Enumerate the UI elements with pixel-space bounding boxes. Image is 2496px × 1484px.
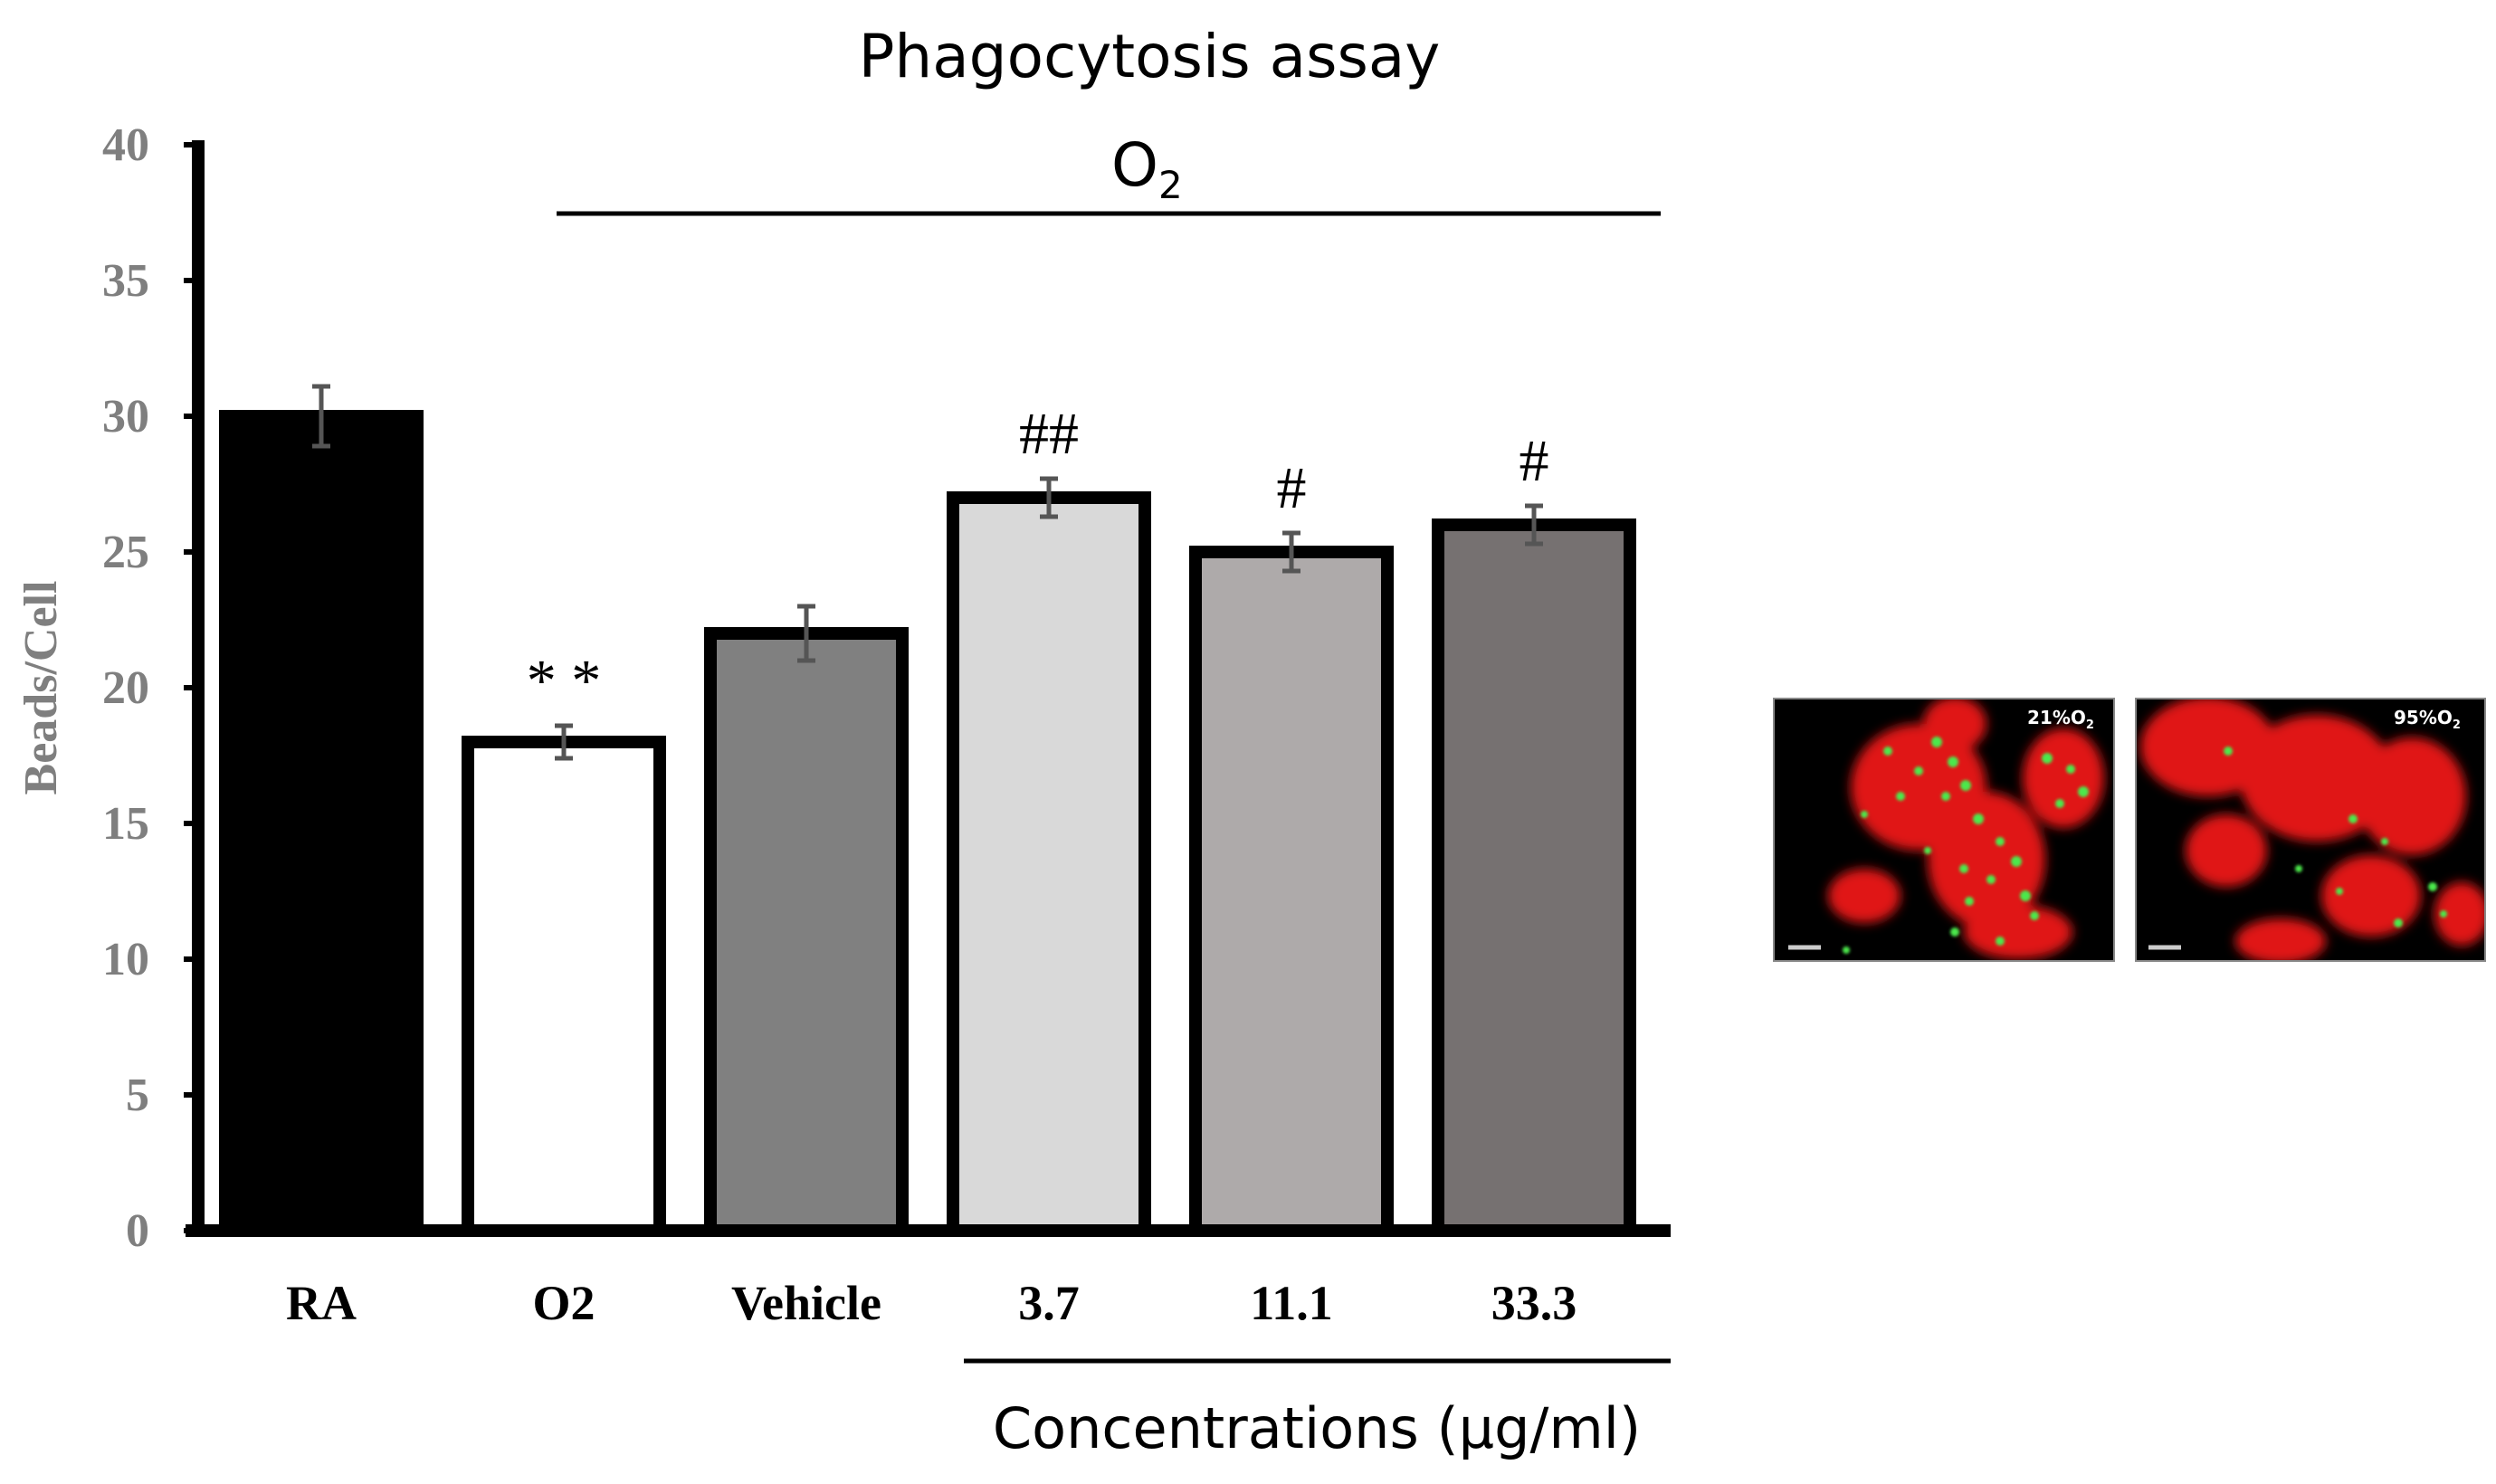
significance-marker: ## (1019, 401, 1079, 467)
bars: * *### # (219, 384, 1636, 1237)
y-tick-label: 10 (102, 934, 149, 985)
error-bar (797, 604, 815, 663)
error-bar (1282, 530, 1300, 574)
x-tick-label: 33.3 (1491, 1276, 1577, 1330)
x-tick-label: O2 (532, 1276, 595, 1330)
y-tick-label: 25 (102, 527, 149, 578)
error-bar (312, 384, 330, 449)
significance-marker: # (1520, 428, 1549, 494)
significance-marker: * * (527, 648, 602, 714)
bar-vehicle (704, 627, 909, 1237)
x-tick-label: Vehicle (731, 1276, 881, 1330)
micrograph-1-label: 21%O2 (2027, 707, 2094, 732)
y-tick-label: 5 (126, 1070, 149, 1121)
bar-3-7 (947, 491, 1151, 1237)
y-tick-label: 40 (102, 119, 149, 171)
error-bar (1525, 503, 1543, 547)
y-tick-label: 35 (102, 255, 149, 307)
x-axis-tick-labels: RA O2 Vehicle 3.7 11.1 33.3 (286, 1276, 1577, 1330)
significance-marker: # (1277, 455, 1307, 521)
error-bar (1040, 476, 1058, 519)
micrograph-21-percent-o2: 21%O2 (1773, 698, 2115, 962)
micrograph-2-label: 95%O2 (2394, 707, 2461, 732)
bar-11-1 (1189, 546, 1394, 1237)
micrograph-95-percent-o2: 95%O2 (2135, 698, 2486, 962)
x-tick-label: RA (286, 1276, 357, 1330)
y-axis-ticks: 0 5 10 15 20 25 30 35 40 (102, 119, 198, 1257)
y-tick-label: 0 (126, 1205, 149, 1257)
y-tick-label: 30 (102, 391, 149, 442)
chart-subtitle: O2 (1111, 130, 1183, 207)
x-tick-label: 3.7 (1018, 1276, 1080, 1330)
y-axis-label: Beads/Cell (15, 581, 67, 795)
x-tick-label: 11.1 (1250, 1276, 1333, 1330)
bar-ra (219, 410, 424, 1237)
bar-33-3 (1432, 518, 1636, 1237)
error-bar (555, 723, 573, 761)
y-tick-label: 20 (102, 662, 149, 714)
chart-title: Phagocytosis assay (859, 22, 1441, 91)
x-axis-label: Concentrations (µg/ml) (993, 1395, 1641, 1461)
bar-o2 (462, 736, 666, 1237)
y-tick-label: 15 (102, 798, 149, 850)
